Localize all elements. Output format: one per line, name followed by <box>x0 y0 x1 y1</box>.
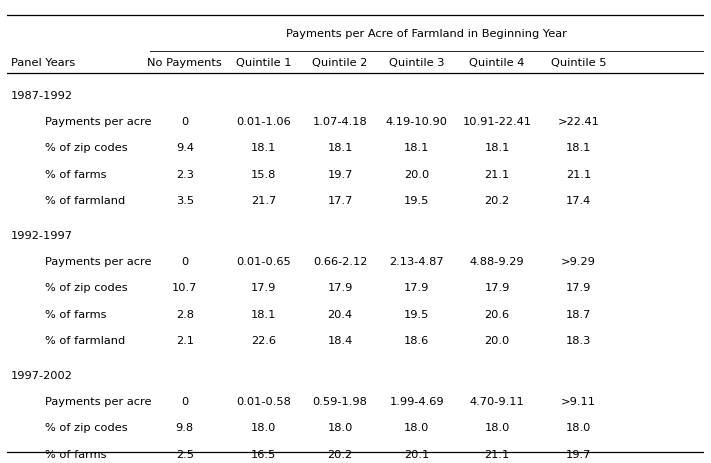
Text: 0.59-1.98: 0.59-1.98 <box>313 396 368 406</box>
Text: 18.1: 18.1 <box>566 143 591 153</box>
Text: 0.66-2.12: 0.66-2.12 <box>313 257 368 266</box>
Text: Payments per Acre of Farmland in Beginning Year: Payments per Acre of Farmland in Beginni… <box>287 29 567 39</box>
Text: 18.0: 18.0 <box>251 423 276 432</box>
Text: 0.01-0.58: 0.01-0.58 <box>236 396 291 406</box>
Text: 18.7: 18.7 <box>566 309 591 319</box>
Text: Payments per acre: Payments per acre <box>46 396 152 406</box>
Text: 4.19-10.90: 4.19-10.90 <box>386 117 448 127</box>
Text: 1992-1997: 1992-1997 <box>11 230 73 240</box>
Text: 18.6: 18.6 <box>404 335 429 345</box>
Text: 2.13-4.87: 2.13-4.87 <box>390 257 444 266</box>
Text: 0.01-0.65: 0.01-0.65 <box>236 257 291 266</box>
Text: 17.9: 17.9 <box>328 283 353 293</box>
Text: 22.6: 22.6 <box>251 335 276 345</box>
Text: 1997-2002: 1997-2002 <box>11 370 73 380</box>
Text: >9.11: >9.11 <box>561 396 596 406</box>
Text: 19.7: 19.7 <box>328 169 353 179</box>
Text: 17.9: 17.9 <box>566 283 591 293</box>
Text: 0: 0 <box>181 117 188 127</box>
Text: 19.5: 19.5 <box>404 196 429 206</box>
Text: No Payments: No Payments <box>147 58 222 68</box>
Text: 18.1: 18.1 <box>404 143 429 153</box>
Text: Payments per acre: Payments per acre <box>46 257 152 266</box>
Text: Quintile 4: Quintile 4 <box>469 58 525 68</box>
Text: % of farms: % of farms <box>46 169 107 179</box>
Text: 17.7: 17.7 <box>328 196 353 206</box>
Text: 0: 0 <box>181 396 188 406</box>
Text: 18.0: 18.0 <box>328 423 353 432</box>
Text: 18.1: 18.1 <box>484 143 510 153</box>
Text: 18.0: 18.0 <box>566 423 591 432</box>
Text: 20.1: 20.1 <box>404 449 429 459</box>
Text: 19.7: 19.7 <box>566 449 591 459</box>
Text: 20.6: 20.6 <box>484 309 510 319</box>
Text: 20.0: 20.0 <box>404 169 429 179</box>
Text: 2.5: 2.5 <box>176 449 194 459</box>
Text: 17.4: 17.4 <box>566 196 591 206</box>
Text: >9.29: >9.29 <box>561 257 596 266</box>
Text: Panel Years: Panel Years <box>11 58 75 68</box>
Text: 2.3: 2.3 <box>176 169 194 179</box>
Text: 0.01-1.06: 0.01-1.06 <box>236 117 291 127</box>
Text: 15.8: 15.8 <box>251 169 276 179</box>
Text: 18.1: 18.1 <box>328 143 353 153</box>
Text: 18.1: 18.1 <box>251 143 276 153</box>
Text: 3.5: 3.5 <box>176 196 194 206</box>
Text: 18.4: 18.4 <box>328 335 353 345</box>
Text: 20.2: 20.2 <box>328 449 353 459</box>
Text: % of zip codes: % of zip codes <box>46 143 128 153</box>
Text: 10.91-22.41: 10.91-22.41 <box>462 117 531 127</box>
Text: 20.2: 20.2 <box>484 196 510 206</box>
Text: Payments per acre: Payments per acre <box>46 117 152 127</box>
Text: % of farmland: % of farmland <box>46 196 126 206</box>
Text: 18.3: 18.3 <box>566 335 591 345</box>
Text: 4.88-9.29: 4.88-9.29 <box>470 257 524 266</box>
Text: 20.0: 20.0 <box>484 335 510 345</box>
Text: 9.4: 9.4 <box>176 143 194 153</box>
Text: >22.41: >22.41 <box>557 117 599 127</box>
Text: % of farms: % of farms <box>46 309 107 319</box>
Text: 21.1: 21.1 <box>484 169 510 179</box>
Text: % of farms: % of farms <box>46 449 107 459</box>
Text: 9.8: 9.8 <box>176 423 194 432</box>
Text: Quintile 2: Quintile 2 <box>312 58 368 68</box>
Text: 18.1: 18.1 <box>251 309 276 319</box>
Text: 21.1: 21.1 <box>484 449 510 459</box>
Text: 10.7: 10.7 <box>172 283 198 293</box>
Text: 4.70-9.11: 4.70-9.11 <box>469 396 524 406</box>
Text: Quintile 3: Quintile 3 <box>389 58 444 68</box>
Text: Quintile 5: Quintile 5 <box>551 58 606 68</box>
Text: 17.9: 17.9 <box>484 283 510 293</box>
Text: 21.1: 21.1 <box>566 169 591 179</box>
Text: 2.1: 2.1 <box>176 335 194 345</box>
Text: 21.7: 21.7 <box>251 196 276 206</box>
Text: 1.99-4.69: 1.99-4.69 <box>390 396 444 406</box>
Text: 20.4: 20.4 <box>328 309 353 319</box>
Text: 16.5: 16.5 <box>251 449 276 459</box>
Text: 2.8: 2.8 <box>176 309 194 319</box>
Text: 0: 0 <box>181 257 188 266</box>
Text: 17.9: 17.9 <box>251 283 276 293</box>
Text: % of farmland: % of farmland <box>46 335 126 345</box>
Text: % of zip codes: % of zip codes <box>46 423 128 432</box>
Text: % of zip codes: % of zip codes <box>46 283 128 293</box>
Text: Quintile 1: Quintile 1 <box>236 58 292 68</box>
Text: 1.07-4.18: 1.07-4.18 <box>313 117 368 127</box>
Text: 17.9: 17.9 <box>404 283 429 293</box>
Text: 1987-1992: 1987-1992 <box>11 90 73 100</box>
Text: 18.0: 18.0 <box>484 423 510 432</box>
Text: 19.5: 19.5 <box>404 309 429 319</box>
Text: 18.0: 18.0 <box>404 423 429 432</box>
